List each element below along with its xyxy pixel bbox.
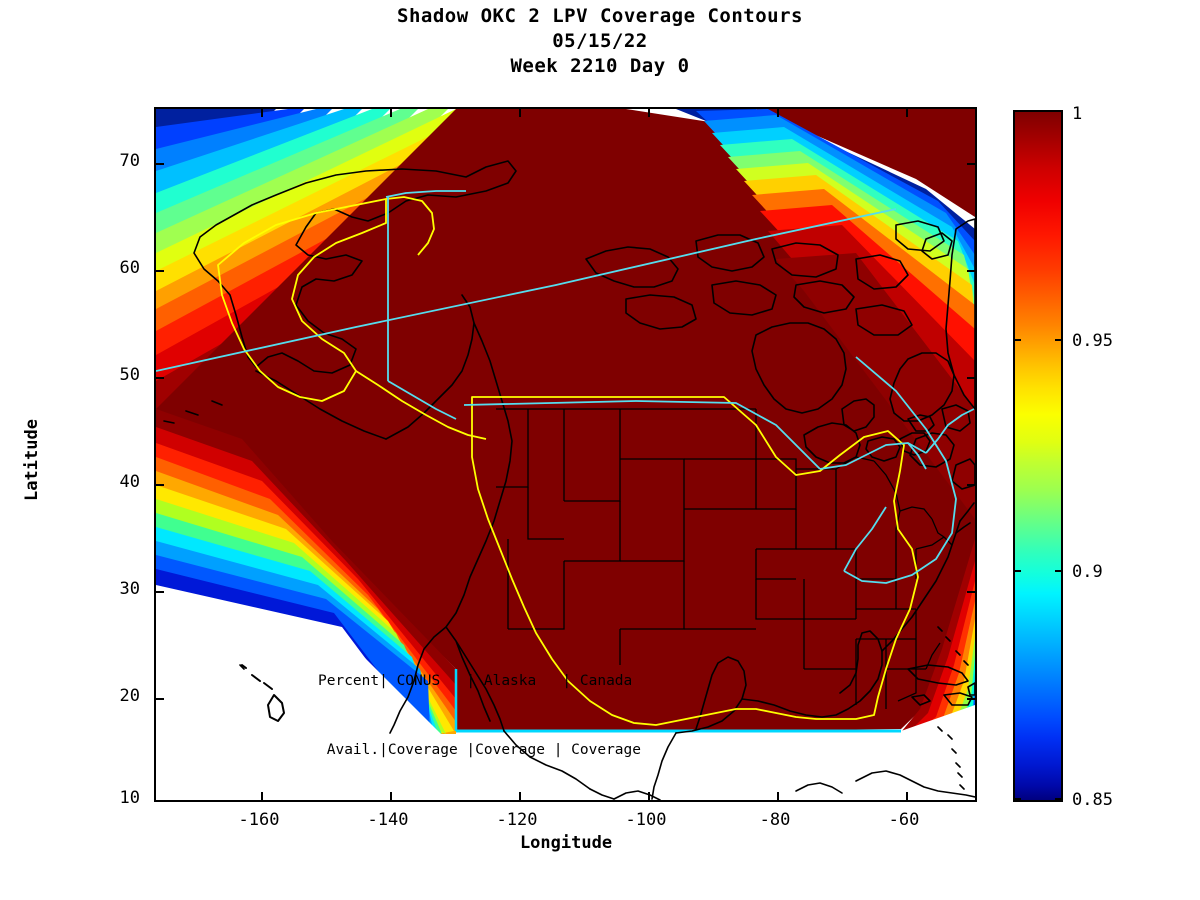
colorbar-label-0-9: 0.9 [1072,562,1103,582]
coverage-map [156,109,975,800]
x-label-80: -80 [759,810,791,830]
title-line-2: 05/15/22 [552,30,648,52]
y-label-70: 70 [119,151,140,171]
figure-title: Shadow OKC 2 LPV Coverage Contours 05/15… [0,4,1200,79]
y-tick-70 [156,163,164,165]
y-tick-30 [156,591,164,593]
conus-service-volume [217,196,919,726]
colorbar-label-1: 1 [1072,104,1083,124]
y-tick-30-right [967,591,975,593]
x-label-120: -120 [496,810,538,830]
map-plot-area: Percent| CONUS | Alaska | Canada Avail.|… [154,107,977,802]
colorbar-gradient [1015,112,1061,800]
title-line-3: Week 2210 Day 0 [510,55,690,77]
x-label-160: -160 [238,810,280,830]
x-label-140: -140 [367,810,409,830]
x-label-60: -60 [888,810,920,830]
x-tick-80 [777,792,779,800]
y-tick-60-right [967,270,975,272]
y-tick-40-right [967,484,975,486]
coverage-core [156,109,975,731]
stats-header-2: Avail.|Coverage |Coverage | Coverage [318,742,642,758]
y-label-10: 10 [119,788,140,808]
y-tick-40 [156,484,164,486]
y-label-50: 50 [119,365,140,385]
x-tick-60-top [906,109,908,117]
y-tick-60 [156,270,164,272]
y-tick-20 [156,698,164,700]
y-label-60: 60 [119,258,140,278]
y-label-40: 40 [119,472,140,492]
title-line-1: Shadow OKC 2 LPV Coverage Contours [397,5,803,27]
x-tick-160 [261,792,263,800]
y-tick-50 [156,377,164,379]
fringe-northeast [626,109,975,519]
y-tick-50-right [967,377,975,379]
y-tick-70-right [967,163,975,165]
colorbar [1013,110,1063,802]
x-tick-140 [390,792,392,800]
y-axis-tick-labels: 70 60 50 40 30 20 10 [0,0,154,900]
x-tick-120 [519,792,521,800]
y-tick-20-right [967,698,975,700]
coverage-field [156,109,975,800]
state-boundaries [496,408,953,709]
x-tick-80-top [777,109,779,117]
stats-header-1: Percent| CONUS | Alaska | Canada [318,673,633,689]
x-label-100: -100 [625,810,667,830]
colorbar-label-0-95: 0.95 [1072,331,1113,351]
colorbar-label-0-85: 0.85 [1072,790,1113,810]
x-tick-100 [648,792,650,800]
y-label-20: 20 [119,686,140,706]
x-tick-60 [906,792,908,800]
x-tick-140-top [390,109,392,117]
coverage-stats-table: Percent| CONUS | Alaska | Canada Avail.|… [318,624,642,800]
x-tick-160-top [261,109,263,117]
x-tick-120-top [519,109,521,117]
x-axis-title: Longitude [519,833,613,853]
y-label-30: 30 [119,579,140,599]
canada-service-volume [156,190,975,584]
x-tick-100-top [648,109,650,117]
